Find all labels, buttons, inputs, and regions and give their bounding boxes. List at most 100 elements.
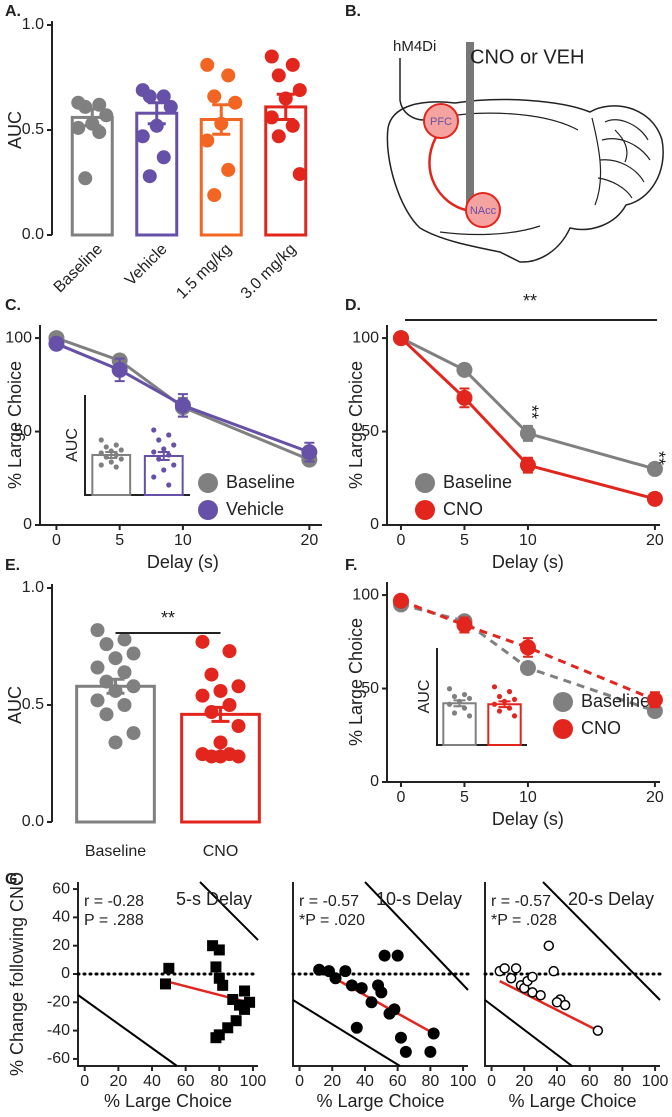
data-point xyxy=(204,667,219,682)
stat-label: r = -0.57 xyxy=(491,893,551,910)
x-tick-label: 20 xyxy=(646,532,664,549)
data-point xyxy=(221,162,236,177)
data-point xyxy=(163,962,175,974)
data-point xyxy=(264,110,279,125)
inset-bar xyxy=(487,703,522,747)
stat-label: r = -0.28 xyxy=(84,893,144,910)
stat-label: r = -0.57 xyxy=(299,893,359,910)
y-axis-title: % Large Choice xyxy=(5,361,25,489)
y-tick-label: 100 xyxy=(352,586,379,603)
data-point xyxy=(231,749,246,764)
data-point xyxy=(90,660,105,675)
data-point xyxy=(292,83,307,98)
data-point xyxy=(646,460,663,477)
data-point xyxy=(355,982,368,995)
pfc-region xyxy=(423,103,459,139)
inset-point xyxy=(511,713,518,719)
data-point xyxy=(207,188,222,203)
significance-label: ** xyxy=(648,451,668,465)
data-point xyxy=(213,749,228,764)
inset-point xyxy=(151,449,157,455)
data-point xyxy=(239,985,251,997)
y-tick-label: 100 xyxy=(352,329,379,346)
y-tick-label: 0 xyxy=(370,516,379,533)
region-label: NAcc xyxy=(470,205,497,217)
x-tick-label: 5 xyxy=(460,789,469,806)
data-point xyxy=(117,698,132,712)
panel-label: G. xyxy=(5,871,22,888)
data-point xyxy=(456,616,473,633)
inset-point xyxy=(151,427,157,433)
drug-label: CNO or VEH xyxy=(470,46,584,68)
data-point xyxy=(159,978,171,990)
data-point xyxy=(278,91,293,106)
x-axis-title: Delay (s) xyxy=(492,552,564,572)
data-point xyxy=(222,698,237,712)
x-tick-label: 5 xyxy=(460,532,469,549)
data-point xyxy=(108,683,123,698)
inset-point xyxy=(113,442,119,448)
data-point xyxy=(350,1021,363,1034)
data-point xyxy=(210,1032,222,1044)
data-point xyxy=(117,632,132,647)
data-point xyxy=(99,108,114,123)
series-line xyxy=(55,336,310,461)
inset-point xyxy=(511,696,518,703)
y-tick-label: 0 xyxy=(23,516,32,533)
y-tick-label: 40 xyxy=(52,909,70,926)
x-tick-label: 60 xyxy=(389,1073,407,1090)
stat-label: *P = .028 xyxy=(491,912,557,929)
inset-point xyxy=(118,447,124,453)
axes xyxy=(292,882,468,1067)
inset-point xyxy=(98,450,104,456)
data-point xyxy=(213,683,228,698)
data-point xyxy=(519,425,536,442)
inset-point xyxy=(491,701,498,707)
y-tick-label: 50 xyxy=(14,423,32,440)
data-point xyxy=(156,89,171,104)
panel-label: F. xyxy=(345,557,357,574)
subplot-title: 10-s Delay xyxy=(376,889,462,909)
data-point xyxy=(264,49,279,64)
x-tick-label: 0 xyxy=(52,532,61,549)
data-point xyxy=(339,965,352,978)
inset-point xyxy=(496,693,503,700)
fit-line xyxy=(499,979,599,1032)
x-tick-label: Vehicle xyxy=(122,241,171,290)
data-point xyxy=(149,118,164,133)
data-point xyxy=(71,120,86,135)
inset-point xyxy=(108,448,114,454)
data-point xyxy=(213,944,225,956)
inset-point xyxy=(451,693,458,700)
significance-label: ** xyxy=(161,608,175,628)
data-point xyxy=(207,89,222,104)
x-tick-label: 40 xyxy=(356,1073,374,1090)
significance-label: ** xyxy=(523,291,537,311)
inset-bar xyxy=(91,454,132,496)
inset-bar xyxy=(442,702,477,746)
data-point xyxy=(392,330,409,347)
bar xyxy=(70,115,114,237)
data-point xyxy=(210,961,222,973)
x-axis-title: % Large Choice xyxy=(104,1091,232,1111)
y-tick-label: 60 xyxy=(52,880,70,897)
inset-point xyxy=(161,467,167,473)
inset-point xyxy=(161,446,167,452)
bound-line xyxy=(484,999,573,1067)
y-tick-label: -20 xyxy=(47,994,70,1011)
data-point xyxy=(126,726,141,741)
inset-y-title: AUC xyxy=(64,428,81,462)
axes xyxy=(77,882,258,1067)
data-point xyxy=(456,361,473,378)
panel-label: E. xyxy=(5,557,20,574)
legend-label: CNO xyxy=(581,718,621,738)
inset-point xyxy=(113,464,119,470)
receptor-label: hM4Di xyxy=(393,38,436,55)
data-point xyxy=(391,949,404,962)
data-point xyxy=(222,644,237,659)
data-point xyxy=(456,389,473,406)
bound-line xyxy=(199,881,259,941)
data-point xyxy=(92,125,107,140)
data-point xyxy=(163,99,178,114)
